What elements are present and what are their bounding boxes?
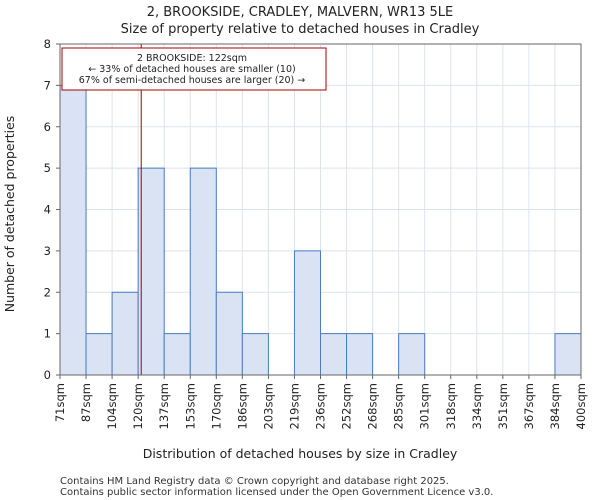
- x-tick-label: 318sqm: [444, 383, 458, 429]
- annotation-line-2: ← 33% of detached houses are smaller (10…: [88, 64, 295, 75]
- y-axis-label: Number of detached properties: [2, 116, 17, 313]
- y-tick-label: 4: [44, 203, 51, 217]
- footer-line-1: Contains HM Land Registry data © Crown c…: [60, 476, 449, 487]
- x-tick-label: 153sqm: [183, 383, 197, 429]
- bar-104sqm: [111, 291, 139, 376]
- bar-186sqm: [241, 333, 269, 376]
- x-tick-label: 301sqm: [418, 383, 432, 429]
- x-axis-ticks: 71sqm 87sqm 104sqm 120sqm 137sqm 153sqm 170sqm…: [53, 375, 588, 429]
- bar-71sqm: [59, 84, 87, 376]
- x-tick-label: 87sqm: [79, 383, 93, 422]
- x-tick-label: 252sqm: [340, 383, 354, 429]
- x-tick-label: 384sqm: [548, 383, 562, 429]
- y-tick-label: 7: [44, 78, 51, 92]
- x-tick-label: 203sqm: [261, 383, 275, 429]
- y-tick-label: 2: [44, 285, 51, 299]
- bar-137sqm: [163, 333, 191, 376]
- x-tick-label: 268sqm: [366, 383, 380, 429]
- x-tick-label: 71sqm: [53, 383, 67, 422]
- plot-frame: [59, 43, 582, 376]
- bar-384sqm: [554, 333, 582, 376]
- x-tick-label: 367sqm: [522, 383, 536, 429]
- bar-236sqm: [320, 333, 348, 376]
- x-tick-label: 186sqm: [235, 383, 249, 429]
- bar-285sqm: [398, 333, 426, 376]
- bar-153sqm: [189, 167, 217, 376]
- x-axis-label: Distribution of detached houses by size …: [143, 446, 458, 461]
- annotation-line-1: 2 BROOKSIDE: 122sqm: [137, 53, 247, 64]
- bars: [59, 84, 582, 376]
- y-tick-label: 3: [44, 244, 51, 258]
- bar-252sqm: [346, 333, 374, 376]
- x-tick-label: 285sqm: [392, 383, 406, 429]
- annotation-line-3: 67% of semi-detached houses are larger (…: [79, 75, 306, 86]
- footer-line-2: Contains public sector information licen…: [60, 487, 493, 498]
- y-tick-label: 6: [44, 120, 51, 134]
- x-tick-label: 104sqm: [105, 383, 119, 429]
- bar-170sqm: [215, 291, 243, 376]
- chart-subtitle: Size of property relative to detached ho…: [121, 22, 480, 37]
- x-tick-label: 236sqm: [314, 383, 328, 429]
- y-tick-label: 0: [44, 368, 51, 382]
- bar-87sqm: [85, 333, 113, 376]
- chart-title: 2, BROOKSIDE, CRADLEY, MALVERN, WR13 5LE: [147, 5, 454, 20]
- x-tick-label: 400sqm: [574, 383, 588, 429]
- y-tick-label: 5: [44, 161, 51, 175]
- annotation-box: [61, 47, 327, 91]
- x-tick-label: 120sqm: [131, 383, 145, 429]
- x-tick-label: 351sqm: [496, 383, 510, 429]
- x-tick-label: 334sqm: [470, 383, 484, 429]
- y-tick-label: 1: [44, 327, 51, 341]
- x-tick-label: 137sqm: [157, 383, 171, 429]
- bar-120sqm: [137, 167, 165, 376]
- x-tick-label: 170sqm: [209, 383, 223, 429]
- x-tick-label: 219sqm: [287, 383, 301, 429]
- y-axis-ticks: 0 1 2 3 4 5 6 7 8: [44, 37, 60, 382]
- bar-219sqm: [293, 250, 322, 376]
- y-tick-label: 8: [44, 37, 51, 51]
